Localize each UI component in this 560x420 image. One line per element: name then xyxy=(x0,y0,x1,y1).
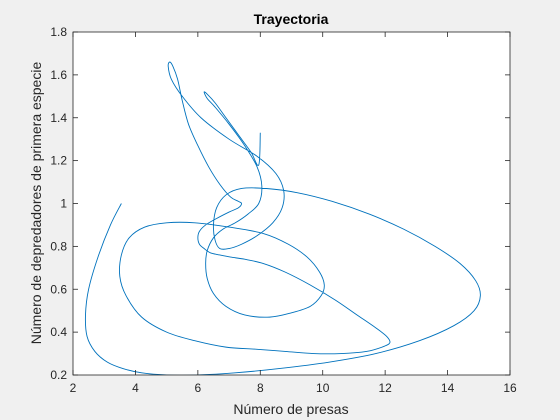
x-tick-label: 2 xyxy=(70,381,77,395)
y-tick-label: 0.8 xyxy=(50,239,67,253)
x-tick-label: 8 xyxy=(257,381,264,395)
y-tick-label: 0.4 xyxy=(50,325,67,339)
y-tick-label: 1 xyxy=(60,197,67,211)
x-tick-label: 14 xyxy=(441,381,455,395)
chart-title: Trayectoria xyxy=(254,11,329,27)
x-tick-label: 4 xyxy=(132,381,139,395)
x-axis-label: Número de presas xyxy=(233,401,348,417)
y-tick-label: 1.4 xyxy=(50,111,67,125)
x-tick-label: 12 xyxy=(378,381,392,395)
y-tick-label: 1.2 xyxy=(50,154,67,168)
plot-area xyxy=(84,61,481,375)
y-tick-label: 0.2 xyxy=(50,368,67,382)
x-tick-label: 10 xyxy=(316,381,330,395)
y-axis-label: Número de depredadores de primera especi… xyxy=(28,62,44,345)
y-axis-ticks: 0.2 0.4 0.6 0.8 1 1.2 1.4 1.6 1.8 xyxy=(50,25,510,382)
y-tick-label: 0.6 xyxy=(50,282,67,296)
x-tick-label: 6 xyxy=(195,381,202,395)
x-axis-ticks: 2 4 6 8 10 12 14 16 xyxy=(70,32,517,395)
x-tick-label: 16 xyxy=(503,381,517,395)
series-group xyxy=(84,61,481,375)
y-tick-label: 1.6 xyxy=(50,68,67,82)
axes-background xyxy=(73,32,510,375)
trajectory-line xyxy=(84,61,481,375)
y-tick-label: 1.8 xyxy=(50,25,67,39)
